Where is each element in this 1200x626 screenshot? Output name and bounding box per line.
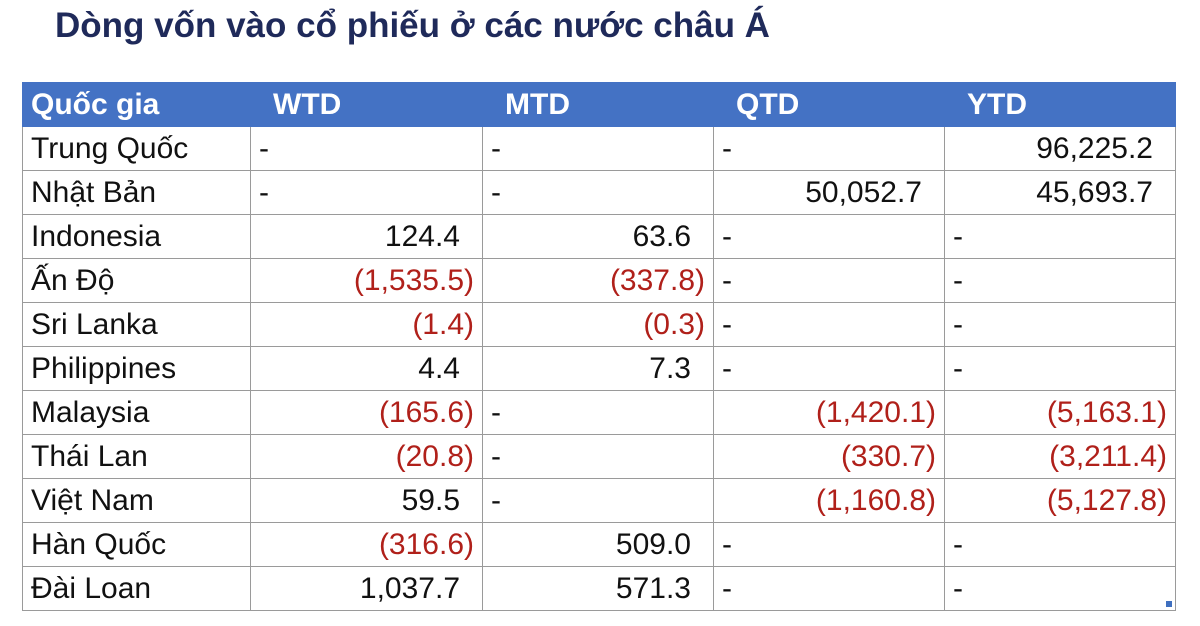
value-cell: - (713, 346, 945, 391)
value-cell: - (482, 434, 714, 479)
value-cell: 1,037.7 (250, 566, 483, 611)
country-cell: Trung Quốc (22, 126, 251, 171)
value-cell: (5,127.8) (944, 478, 1176, 523)
value-cell: 63.6 (482, 214, 714, 259)
table-row: Thái Lan (20.8) - (330.7) (3,211.4) (22, 434, 1176, 479)
value-cell: - (944, 214, 1176, 259)
value-cell: - (713, 214, 945, 259)
table-body: Trung Quốc - - -96,225.2 Nhật Bản - -50,052.7 4… (22, 126, 1176, 611)
value-cell: (0.3) (482, 302, 714, 347)
value-cell: - (944, 346, 1176, 391)
country-cell: Hàn Quốc (22, 522, 251, 567)
country-cell: Ấn Độ (22, 258, 251, 303)
value-cell: 45,693.7 (944, 170, 1176, 215)
value-cell: - (250, 170, 483, 215)
value-cell: 96,225.2 (944, 126, 1176, 171)
value-cell: - (944, 258, 1176, 303)
table-row: Việt Nam 59.5- (1,160.8) (5,127.8) (22, 478, 1176, 523)
value-cell: - (944, 566, 1176, 611)
value-cell: 50,052.7 (713, 170, 945, 215)
value-cell: - (482, 126, 714, 171)
table-row: Indonesia 124.4 63.6- - (22, 214, 1176, 259)
value-cell: (165.6) (250, 390, 483, 435)
value-cell: (1,535.5) (250, 258, 483, 303)
header-cell: YTD (944, 82, 1176, 127)
country-cell: Indonesia (22, 214, 251, 259)
value-cell: - (713, 258, 945, 303)
value-cell: (1,420.1) (713, 390, 945, 435)
value-cell: - (250, 126, 483, 171)
country-cell: Thái Lan (22, 434, 251, 479)
table-row: Nhật Bản - -50,052.7 45,693.7 (22, 170, 1176, 215)
header-row: Quốc gia WTD MTD QTD YTD (22, 82, 1176, 127)
value-cell: 571.3 (482, 566, 714, 611)
table-row: Philippines 4.4 7.3- - (22, 346, 1176, 391)
table-row: Ấn Độ (1,535.5) (337.8) - - (22, 258, 1176, 303)
value-cell: (20.8) (250, 434, 483, 479)
header-cell: Quốc gia (22, 82, 251, 127)
table-row: Trung Quốc - - -96,225.2 (22, 126, 1176, 171)
value-cell: (330.7) (713, 434, 945, 479)
value-cell: 509.0 (482, 522, 714, 567)
value-cell: - (482, 478, 714, 523)
country-cell: Sri Lanka (22, 302, 251, 347)
value-cell: - (944, 302, 1176, 347)
title: Dòng vốn vào cổ phiếu ở các nước châu Á (55, 6, 770, 45)
value-cell: 124.4 (250, 214, 483, 259)
value-cell: - (713, 566, 945, 611)
country-cell: Nhật Bản (22, 170, 251, 215)
value-cell: 4.4 (250, 346, 483, 391)
corner-mark (1166, 601, 1172, 607)
value-cell: - (482, 170, 714, 215)
value-cell: (1,160.8) (713, 478, 945, 523)
header-cell: WTD (250, 82, 483, 127)
header-cell: QTD (713, 82, 945, 127)
value-cell: - (944, 522, 1176, 567)
table-row: Malaysia (165.6) - (1,420.1) (5,163.1) (22, 390, 1176, 435)
table-row: Đài Loan 1,037.7 571.3- - (22, 566, 1176, 611)
table-row: Sri Lanka (1.4) (0.3) - - (22, 302, 1176, 347)
country-cell: Việt Nam (22, 478, 251, 523)
country-cell: Đài Loan (22, 566, 251, 611)
value-cell: - (713, 126, 945, 171)
value-cell: - (482, 390, 714, 435)
value-cell: 59.5 (250, 478, 483, 523)
value-cell: (1.4) (250, 302, 483, 347)
value-cell: (5,163.1) (944, 390, 1176, 435)
table-row: Hàn Quốc (316.6) 509.0- - (22, 522, 1176, 567)
value-cell: 7.3 (482, 346, 714, 391)
value-cell: - (713, 522, 945, 567)
value-cell: (316.6) (250, 522, 483, 567)
value-cell: - (713, 302, 945, 347)
country-cell: Malaysia (22, 390, 251, 435)
flow-table: Quốc gia WTD MTD QTD YTD Trung Quốc - - -96,225… (22, 82, 1176, 611)
value-cell: (337.8) (482, 258, 714, 303)
value-cell: (3,211.4) (944, 434, 1176, 479)
country-cell: Philippines (22, 346, 251, 391)
header-cell: MTD (482, 82, 714, 127)
